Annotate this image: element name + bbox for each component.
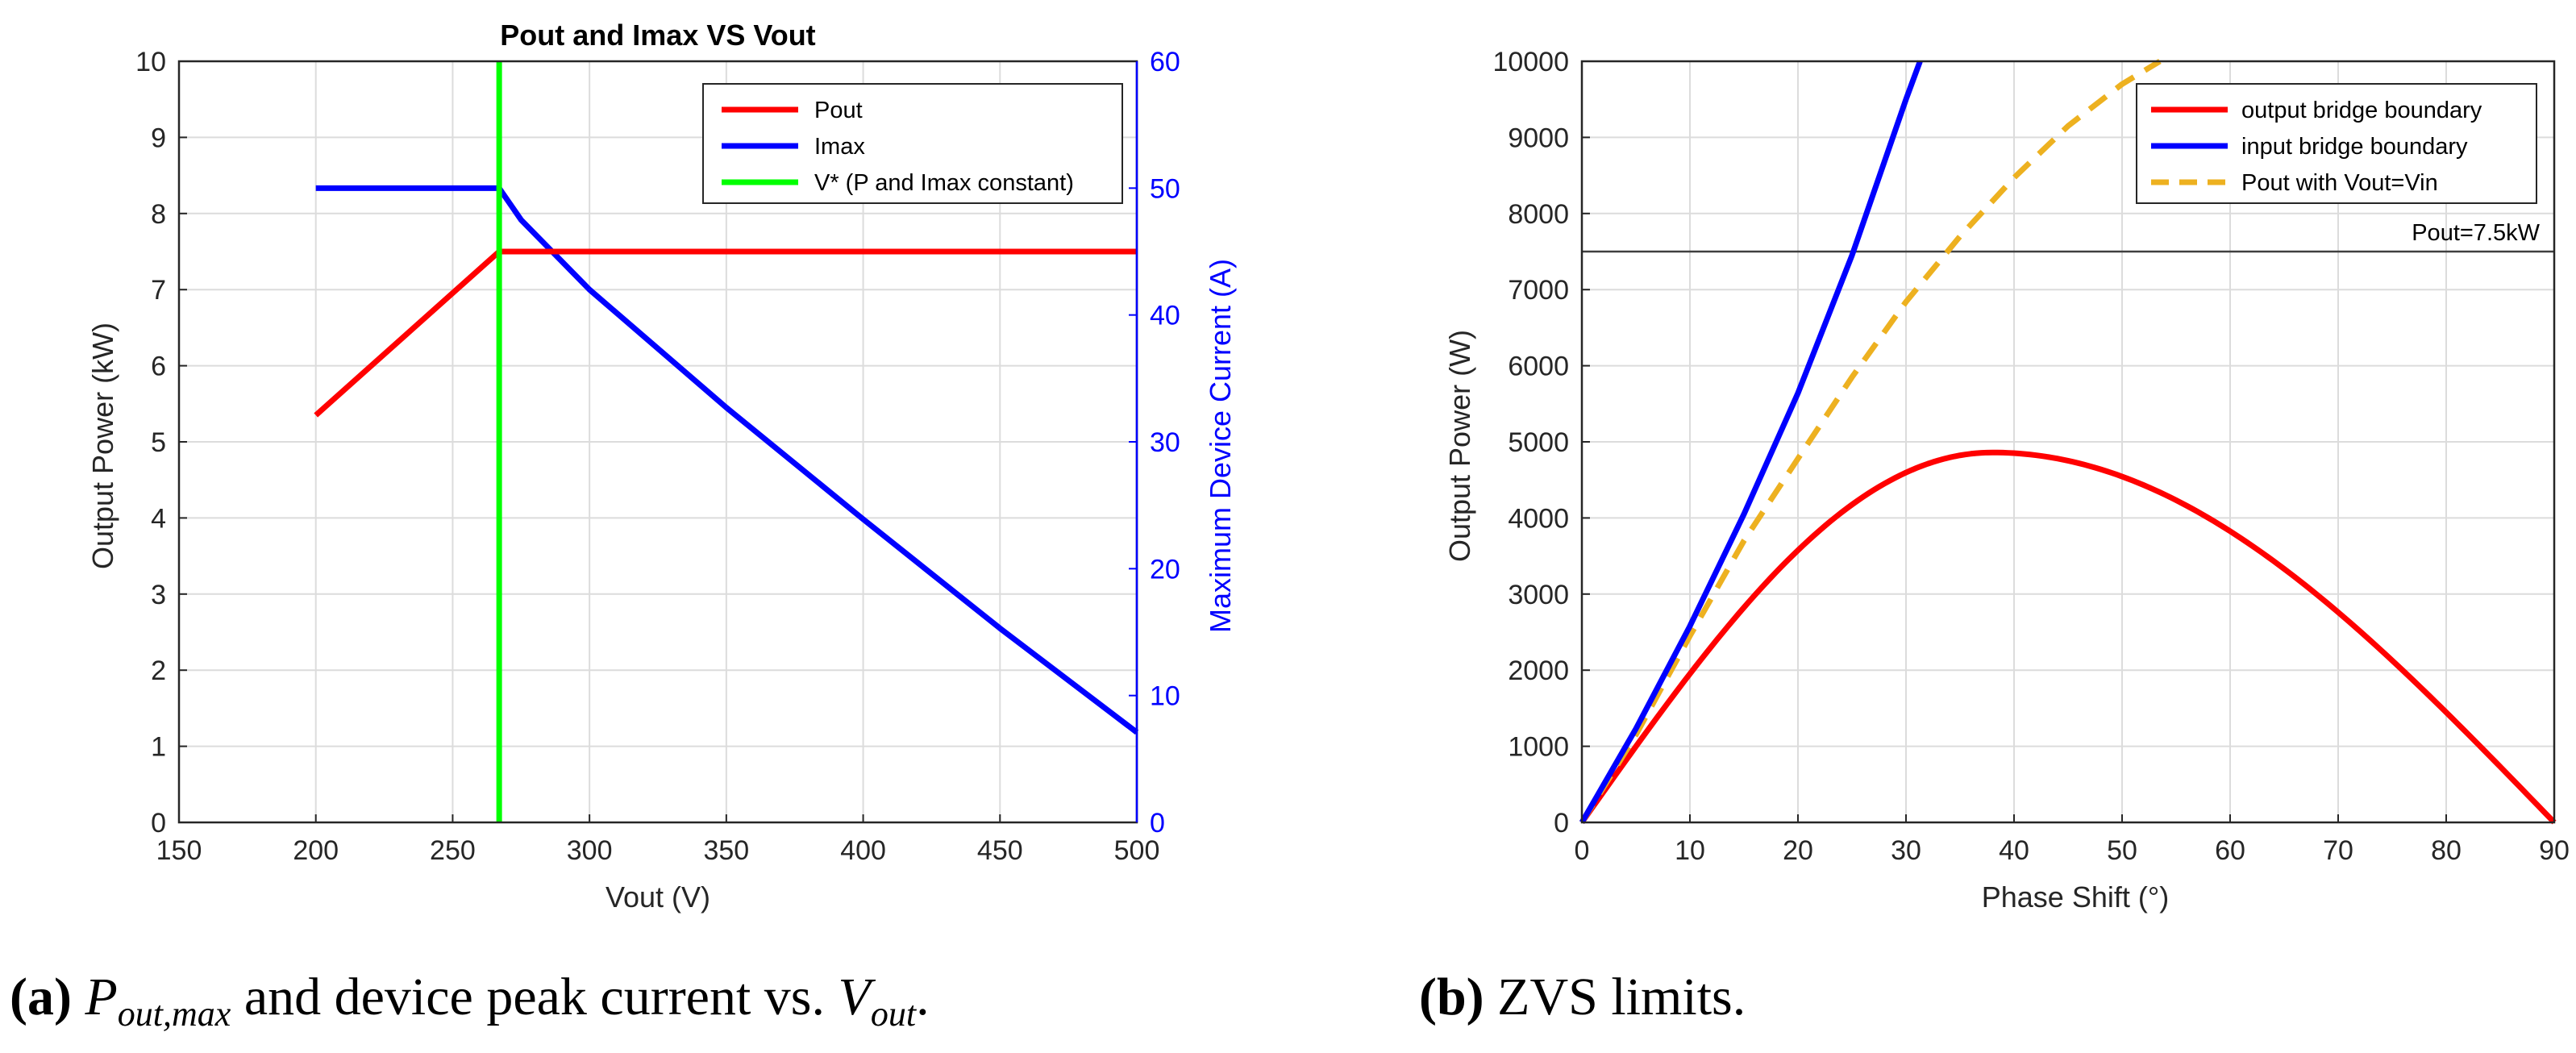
caption-a: (a) Pout,max and device peak current vs.… xyxy=(10,968,930,1034)
chart-a-y2-tick-label: 30 xyxy=(1150,427,1180,458)
caption-b-text: ZVS limits. xyxy=(1484,968,1746,1026)
chart-b-x-ticks: 0 10 20 30 40 50 60 70 80 90 xyxy=(1575,814,2570,866)
caption-a-post: . xyxy=(916,968,930,1026)
chart-b-y-tick-label: 6000 xyxy=(1508,352,1569,382)
chart-b-y-tick-label: 4000 xyxy=(1508,503,1569,534)
chart-b-y-tick-label: 1000 xyxy=(1508,732,1569,763)
caption-a-v: V xyxy=(839,968,876,1026)
chart-b-y-tick-label: 2000 xyxy=(1508,656,1569,686)
chart-b-series-output-bridge xyxy=(1579,449,2557,825)
chart-a-x-tick-label: 200 xyxy=(293,835,339,866)
chart-a-y2-ticks: 0 10 20 30 40 50 60 xyxy=(1129,47,1180,839)
chart-a-y-tick-label: 2 xyxy=(151,656,166,686)
chart-b-x-tick-label: 50 xyxy=(2107,835,2137,866)
caption-a-p-sub: out,max xyxy=(118,994,231,1034)
chart-a-legend-imax: Imax xyxy=(814,134,865,160)
chart-b-x-label: Phase Shift (°) xyxy=(1982,880,2170,914)
chart-a-x-label: Vout (V) xyxy=(606,880,710,914)
chart-a-y-tick-label: 9 xyxy=(151,123,166,153)
chart-a-legend: Pout Imax V* (P and Imax constant) xyxy=(702,83,1123,204)
chart-a-y2-tick-label: 40 xyxy=(1150,301,1180,331)
chart-a-y-tick-label: 3 xyxy=(151,580,166,610)
chart-a-x-tick-label: 150 xyxy=(156,835,202,866)
chart-a-y-tick-label: 10 xyxy=(135,47,166,77)
chart-a-legend-vstar: V* (P and Imax constant) xyxy=(814,170,1074,196)
chart-a-y-tick-label: 4 xyxy=(151,503,166,534)
chart-a-y-tick-label: 7 xyxy=(151,275,166,306)
chart-b-legend-input: input bridge boundary xyxy=(2241,134,2468,160)
chart-a-y-tick-label: 1 xyxy=(151,732,166,763)
chart-b-x-tick-label: 0 xyxy=(1575,835,1590,866)
chart-a-x-tick-label: 350 xyxy=(703,835,749,866)
chart-b-legend-output: output bridge boundary xyxy=(2241,98,2482,123)
chart-a-y-tick-label: 0 xyxy=(151,808,166,839)
chart-b-y-tick-label: 7000 xyxy=(1508,275,1569,306)
chart-b-frame xyxy=(1580,60,2556,824)
chart-a-y2-tick-label: 60 xyxy=(1150,47,1180,77)
chart-a-series-imax xyxy=(315,185,1139,735)
chart-a-x-tick-label: 450 xyxy=(977,835,1023,866)
chart-a-y-label: Output Power (kW) xyxy=(86,323,119,569)
chart-b-y-tick-label: 0 xyxy=(1554,808,1569,839)
chart-a-x-tick-label: 250 xyxy=(430,835,476,866)
chart-a-title: Pout and Imax VS Vout xyxy=(500,19,815,52)
chart-b-series-input-bridge xyxy=(1579,60,1923,824)
chart-b-y-label: Output Power (W) xyxy=(1443,330,1476,562)
chart-b-y-tick-label: 3000 xyxy=(1508,580,1569,610)
chart-a-y2-tick-label: 20 xyxy=(1150,554,1180,585)
chart-b-y-ticks: 0 1000 2000 3000 4000 5000 6000 7000 8000 9000 100… xyxy=(1492,47,1590,839)
chart-a-y2-tick-label: 50 xyxy=(1150,173,1180,204)
caption-a-space xyxy=(72,968,85,1026)
chart-b: 0 10 20 30 40 50 60 70 80 90 0 1000 2000 3000 4000 500… xyxy=(1443,47,2570,914)
chart-a-x-tick-label: 300 xyxy=(567,835,613,866)
chart-b-y-tick-label: 10000 xyxy=(1492,47,1569,77)
chart-b-y-tick-label: 5000 xyxy=(1508,427,1569,458)
chart-b-x-tick-label: 70 xyxy=(2323,835,2353,866)
caption-a-p: P xyxy=(84,968,117,1026)
caption-b: (b) ZVS limits. xyxy=(1419,968,1746,1026)
chart-b-legend: output bridge boundary input bridge boun… xyxy=(2136,83,2537,204)
chart-b-y-tick-label: 9000 xyxy=(1508,123,1569,153)
chart-b-x-tick-label: 80 xyxy=(2431,835,2462,866)
chart-b-x-tick-label: 90 xyxy=(2539,835,2570,866)
caption-a-label: (a) xyxy=(10,968,72,1026)
caption-b-label: (b) xyxy=(1419,968,1484,1026)
chart-b-x-tick-label: 20 xyxy=(1783,835,1813,866)
chart-a-y2-label: Maximum Device Current (A) xyxy=(1204,259,1237,633)
chart-b-y-tick-label: 8000 xyxy=(1508,199,1569,230)
chart-a-legend-pout: Pout xyxy=(814,98,863,123)
chart-b-legend-pout: Pout with Vout=Vin xyxy=(2241,170,2438,196)
chart-b-x-tick-label: 30 xyxy=(1891,835,1921,866)
chart-b-x-tick-label: 40 xyxy=(1999,835,2029,866)
chart-a-y2-tick-label: 10 xyxy=(1150,681,1180,712)
chart-a-y-tick-label: 5 xyxy=(151,427,166,458)
chart-a-y-tick-label: 6 xyxy=(151,352,166,382)
chart-b-series xyxy=(1579,59,2557,825)
chart-b-annotation: Pout=7.5kW xyxy=(2412,220,2540,246)
chart-b-x-tick-label: 60 xyxy=(2215,835,2245,866)
chart-a-x-ticks: 150 200 250 300 350 400 450 500 xyxy=(156,814,1160,866)
chart-b-series-pout-vout-vin xyxy=(1579,59,2162,824)
caption-a-mid: and device peak current vs. xyxy=(231,968,838,1026)
chart-a-series xyxy=(314,61,1139,822)
caption-a-v-sub: out xyxy=(871,994,918,1034)
chart-b-x-tick-label: 10 xyxy=(1675,835,1705,866)
chart-a-y-ticks: 0 1 2 3 4 5 6 7 8 9 10 xyxy=(135,47,187,839)
chart-a-y2-tick-label: 0 xyxy=(1150,808,1165,839)
chart-a-x-tick-label: 400 xyxy=(840,835,886,866)
chart-a-y-tick-label: 8 xyxy=(151,199,166,230)
chart-a-x-tick-label: 500 xyxy=(1114,835,1160,866)
